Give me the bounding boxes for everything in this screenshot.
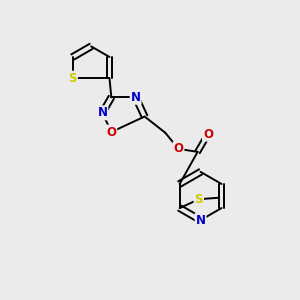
Text: N: N: [131, 91, 141, 104]
Text: N: N: [98, 106, 107, 119]
Text: O: O: [106, 125, 116, 139]
Text: O: O: [173, 142, 184, 155]
Text: O: O: [203, 128, 213, 141]
Text: S: S: [68, 72, 77, 85]
Text: N: N: [196, 214, 206, 227]
Text: S: S: [194, 193, 203, 206]
